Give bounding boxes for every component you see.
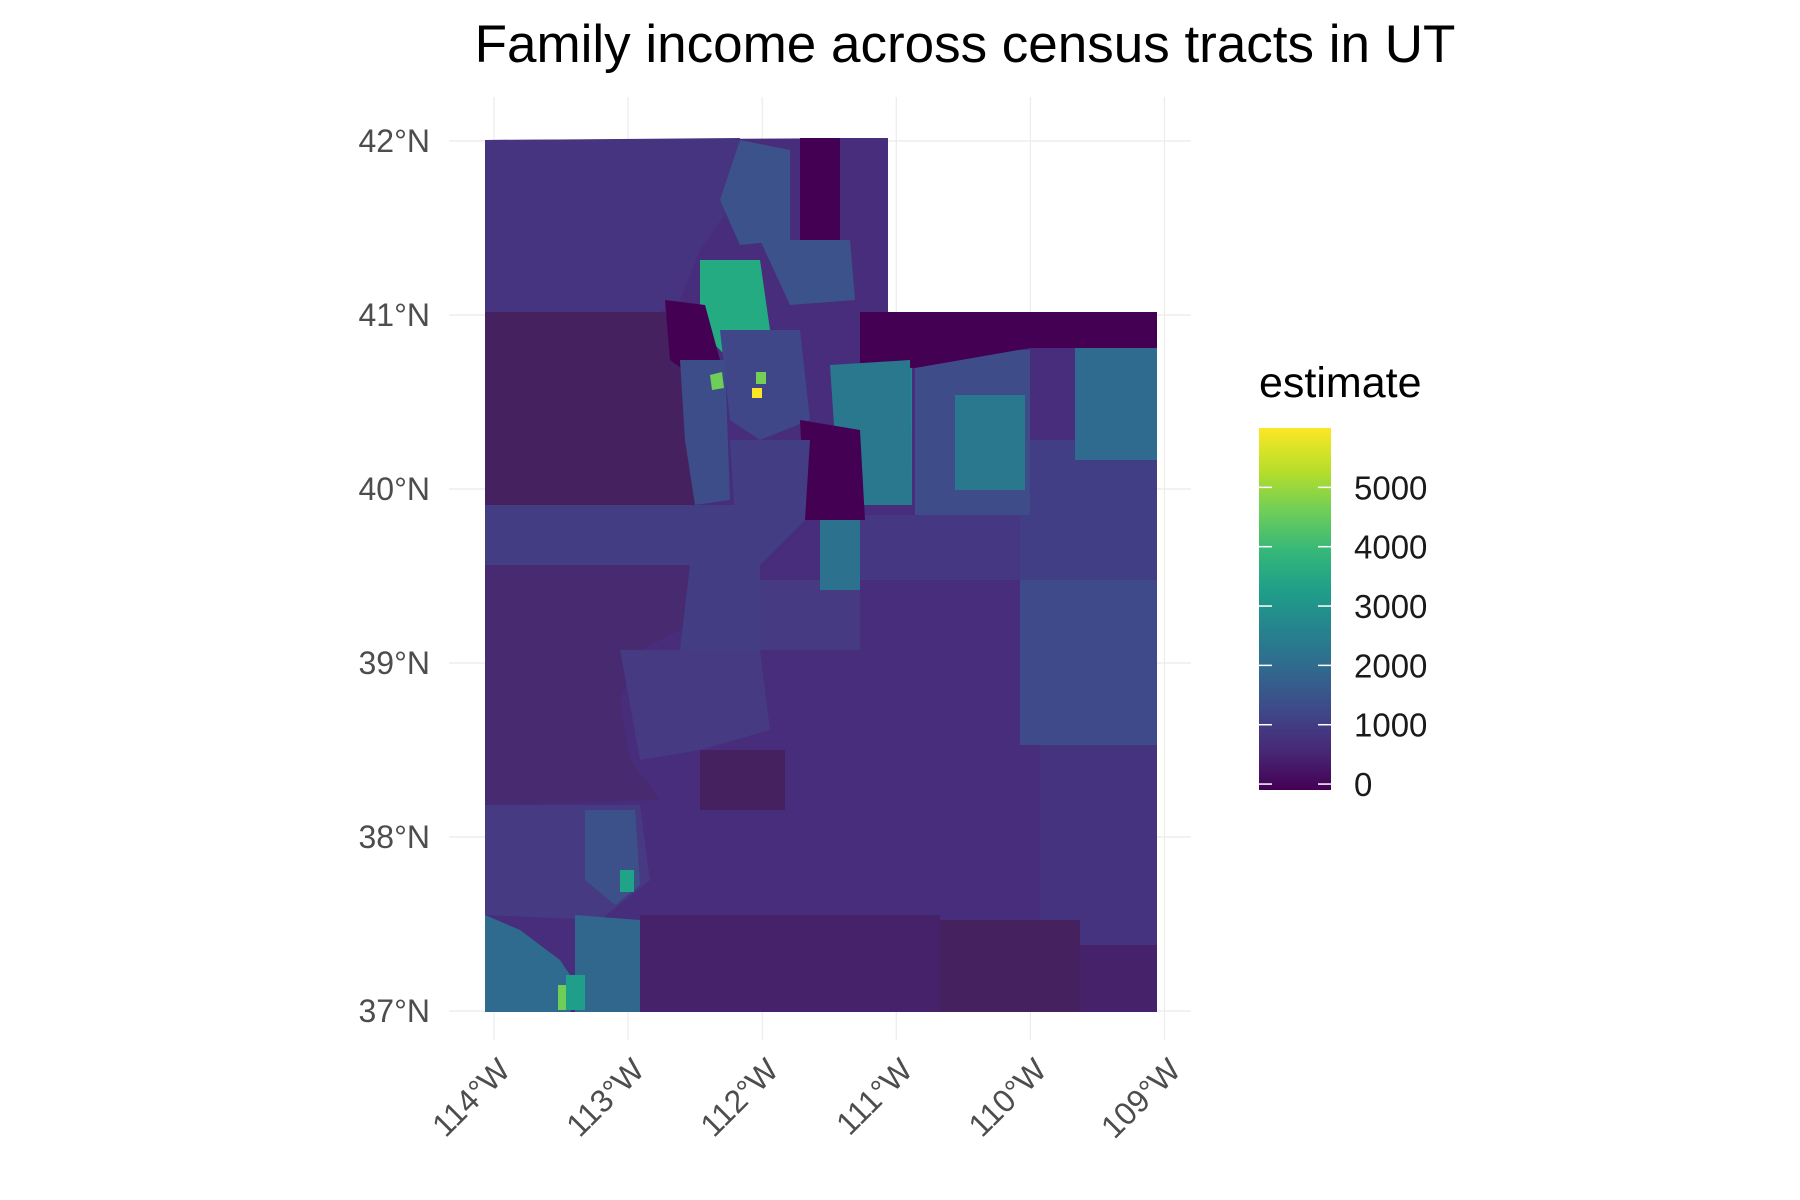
tract-sevier xyxy=(620,650,770,760)
longitude-axis: 114°W 113°W 112°W 111°W 110°W 109°W xyxy=(425,1051,1188,1145)
lat-tick-label: 37°N xyxy=(359,993,431,1029)
lon-tick-label: 112°W xyxy=(693,1051,785,1143)
lon-tick-label: 113°W xyxy=(559,1051,651,1143)
lat-tick-label: 42°N xyxy=(359,123,431,159)
tract-washington-east xyxy=(575,915,640,1012)
tract-wasatch-purple xyxy=(800,420,865,520)
legend-tick-label: 5000 xyxy=(1354,469,1427,506)
legend-tick-label: 3000 xyxy=(1354,588,1427,625)
tract-gsl-purple xyxy=(665,300,720,375)
tract-daggett xyxy=(860,312,1157,368)
tract-box-elder-east xyxy=(720,140,790,245)
latitude-axis: 37°N 38°N 39°N 40°N 41°N 42°N xyxy=(359,123,431,1029)
tract-salt-lake xyxy=(720,330,810,440)
legend-colorbar xyxy=(1259,428,1331,790)
lon-tick-label: 114°W xyxy=(425,1051,517,1143)
tract-stgeorge-teal xyxy=(566,975,585,1010)
tract-piute xyxy=(700,750,785,810)
lon-tick-label: 111°W xyxy=(829,1051,920,1142)
legend-tick-label: 4000 xyxy=(1354,529,1427,566)
tract-wayne xyxy=(940,920,1080,1012)
tract-utah xyxy=(730,440,810,565)
tract-nephi-teal xyxy=(820,520,860,590)
tract-hotspot-green2 xyxy=(756,372,766,384)
tract-uintah-south xyxy=(1020,440,1157,580)
tract-cache xyxy=(800,138,840,240)
legend-title: estimate xyxy=(1259,359,1422,407)
tract-millard xyxy=(485,565,700,805)
legend-ticks: 0 1000 2000 3000 4000 5000 xyxy=(1259,469,1427,803)
tract-kane xyxy=(640,915,940,1012)
lat-tick-label: 41°N xyxy=(359,297,431,333)
tract-weber xyxy=(760,240,855,305)
tract-san-juan-se xyxy=(1080,945,1157,1012)
tract-carbon xyxy=(860,515,1020,580)
tract-washington-west xyxy=(485,915,580,1012)
tract-garfield xyxy=(700,810,1040,915)
tract-uintah-teal xyxy=(955,395,1025,490)
tract-uintah-ne xyxy=(1075,340,1157,460)
tract-hotspot-green xyxy=(710,372,724,390)
tract-tooele xyxy=(680,360,730,505)
lat-tick-label: 39°N xyxy=(359,645,431,681)
legend-tick-label: 1000 xyxy=(1354,707,1427,744)
map-title: Family income across census tracts in UT xyxy=(474,15,1456,74)
tract-northwest xyxy=(485,138,740,312)
tract-emery xyxy=(860,580,1020,740)
tract-juab xyxy=(680,565,760,650)
lat-tick-label: 40°N xyxy=(359,471,431,507)
lon-tick-label: 109°W xyxy=(1094,1051,1188,1145)
tract-stgeorge-green xyxy=(558,985,566,1010)
tract-grand xyxy=(1020,580,1157,745)
lon-tick-label: 110°W xyxy=(961,1051,1053,1143)
tract-cedar-teal xyxy=(620,870,634,892)
utah-state-map xyxy=(485,138,1157,1012)
tract-sanpete xyxy=(760,580,860,650)
tract-west-band xyxy=(485,505,760,565)
legend-tick-label: 2000 xyxy=(1354,647,1427,684)
tract-hotspot-yellow xyxy=(752,388,762,398)
legend-tick-label: 0 xyxy=(1354,766,1372,803)
lat-tick-label: 38°N xyxy=(359,819,431,855)
tract-west-desert xyxy=(485,312,700,505)
legend: estimate 0 1000 2000 3000 4000 5000 xyxy=(1259,359,1427,803)
